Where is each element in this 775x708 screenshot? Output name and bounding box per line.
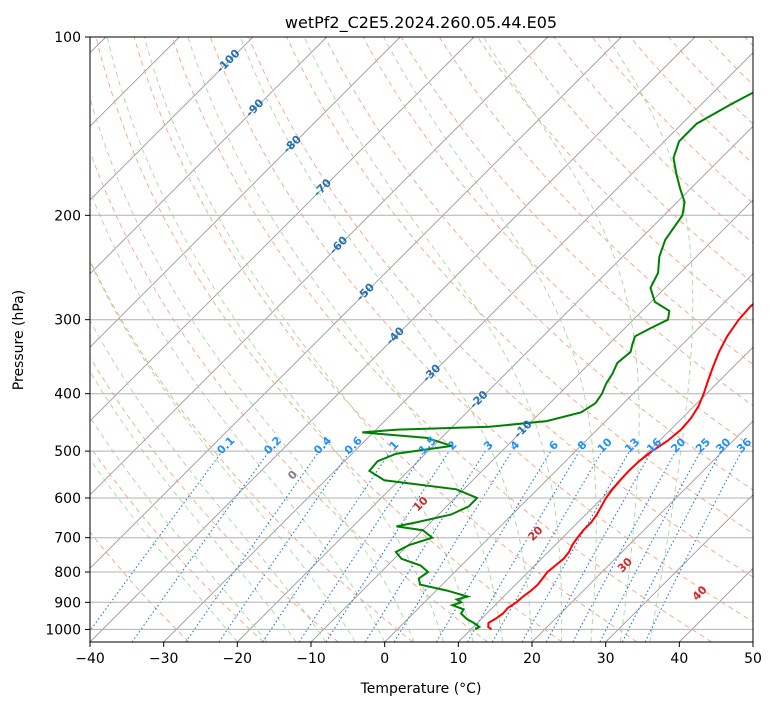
y-tick-label: 800 <box>54 565 81 581</box>
x-tick-label: 20 <box>523 651 541 667</box>
dewpoint-profile-line <box>362 91 753 631</box>
dry-adiabat-line <box>439 37 753 365</box>
isotherm-line <box>90 37 401 348</box>
isotherm-line <box>90 37 696 642</box>
sounding-profiles <box>362 91 753 631</box>
moist-adiabat-line <box>90 190 386 642</box>
mixing-ratio-line <box>218 450 351 642</box>
moist-adiabat-line <box>90 260 356 642</box>
x-tick-label: 0 <box>380 651 389 667</box>
moist-adiabat-line <box>303 37 563 642</box>
dry-adiabat-line <box>90 356 339 642</box>
x-tick-label: −20 <box>223 651 253 667</box>
isotherm-line <box>236 125 753 642</box>
mixing-ratio-line <box>491 450 603 642</box>
mixing-ratio-label: 36 <box>734 435 754 455</box>
x-tick-label: 30 <box>597 651 615 667</box>
mixing-ratio-line <box>185 450 320 642</box>
mixing-ratio-line <box>545 450 653 642</box>
y-tick-label: 900 <box>54 595 81 611</box>
y-tick-label: 100 <box>54 30 81 46</box>
moist-adiabat-line <box>239 37 533 642</box>
dry-adiabat-line <box>400 37 753 407</box>
isotherm-line <box>163 52 753 642</box>
mixing-ratio-line <box>572 450 677 642</box>
moist-adiabat-line <box>90 458 238 642</box>
moist-adiabat-line <box>483 37 640 642</box>
temperature-profile-line <box>487 302 753 631</box>
pressure-grid <box>90 37 753 630</box>
dry-adiabat-line <box>95 37 563 642</box>
dry-adiabat-line <box>133 37 638 642</box>
x-tick-label: −30 <box>149 651 179 667</box>
dry-adiabat-line <box>248 37 753 578</box>
moist-adiabat-line <box>90 96 415 642</box>
mixing-ratio-line <box>521 450 630 642</box>
moist-adiabat-line <box>187 37 503 642</box>
mixing-ratio-line <box>467 450 580 642</box>
dry-adiabat-line <box>90 531 190 642</box>
mixing-ratio-line <box>364 450 486 642</box>
x-tick-label: −10 <box>296 651 326 667</box>
dry-adiabat-line <box>90 259 414 642</box>
mixing-ratio-line <box>435 450 552 642</box>
dry-adiabat-line <box>210 37 753 623</box>
y-tick-label: 700 <box>54 531 81 547</box>
moist-adiabat-line <box>106 37 445 642</box>
moist-adiabat-line <box>607 37 694 642</box>
x-tick-label: 10 <box>449 651 467 667</box>
isotherm-line <box>384 273 753 642</box>
y-tick-label: 300 <box>54 313 81 329</box>
y-tick-label: 600 <box>54 491 81 507</box>
isotherm-line <box>531 420 753 642</box>
isotherm-line <box>90 37 328 275</box>
dry-adiabat-line <box>362 37 753 449</box>
x-tick-label: −40 <box>75 651 105 667</box>
mixing-ratio-line <box>325 450 450 642</box>
dry-adiabat-line <box>324 37 753 491</box>
x-tick-label: 40 <box>670 651 688 667</box>
chart-title: wetPf2_C2E5.2024.260.05.44.E05 <box>285 13 557 33</box>
isotherm-line <box>90 37 549 496</box>
moist-adiabat-line <box>143 37 474 642</box>
moist-adiabat-line <box>383 37 597 642</box>
mixing-ratio-line <box>90 450 223 632</box>
y-tick-label: 1000 <box>45 622 81 638</box>
x-axis-ticks: −40 −30 −20 −10 0 10 20 30 40 50 <box>75 642 762 667</box>
isotherm-line <box>605 494 753 642</box>
y-axis-ticks: 100 200 300 400 500 600 700 800 900 1000 <box>45 30 90 638</box>
dry-adiabat-line <box>286 37 753 534</box>
mixing-ratio-line <box>131 450 270 642</box>
mixing-ratio-line <box>393 450 513 642</box>
y-tick-label: 500 <box>54 444 81 460</box>
y-tick-label: 400 <box>54 387 81 403</box>
isotherm-line <box>90 37 622 569</box>
background-lines <box>90 37 753 642</box>
isotherm-line <box>90 37 254 201</box>
x-axis-label: Temperature (°C) <box>360 681 482 697</box>
x-tick-label: 50 <box>744 651 762 667</box>
plot-frame <box>89 36 754 643</box>
y-tick-label: 200 <box>54 208 81 224</box>
moist-adiabat-line <box>90 416 268 642</box>
y-axis-label: Pressure (hPa) <box>11 290 27 390</box>
moist-adiabat-line <box>90 370 297 642</box>
isotherm-line <box>90 37 475 422</box>
